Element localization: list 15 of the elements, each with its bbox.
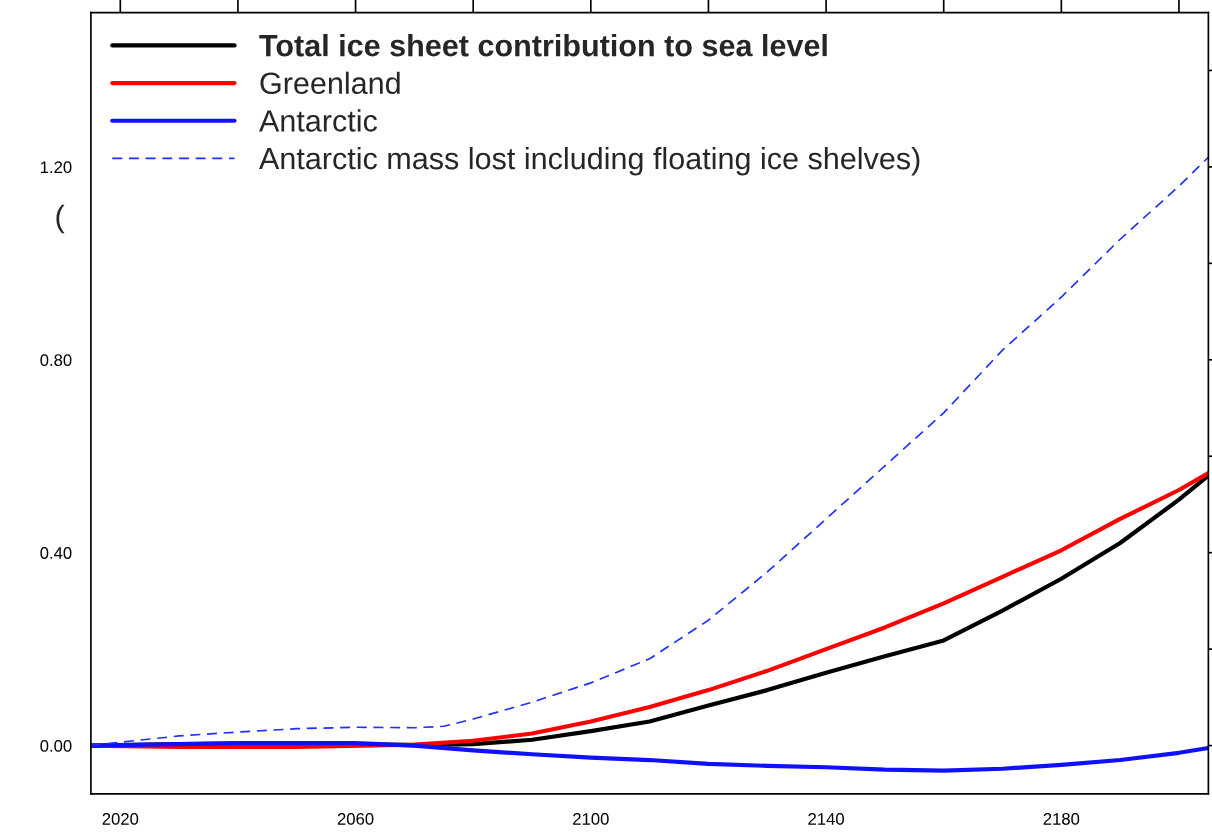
x-tick-label: 2060 <box>337 812 374 825</box>
x-tick-label: 2180 <box>1043 812 1080 825</box>
text: ( <box>56 204 65 234</box>
y-tick-label: 0.00 <box>40 739 72 752</box>
legend-label: Antarctic <box>259 109 378 132</box>
y-tick-label: 1.20 <box>40 161 72 174</box>
y-tick-label: 0.80 <box>40 354 72 366</box>
legend-label: Antarctic mass lost including floating ice shelves) <box>259 146 920 176</box>
x-tick-label: 2020 <box>102 812 139 825</box>
legend-label: Greenland <box>260 71 400 95</box>
y-tick-label: 0.40 <box>40 547 72 559</box>
x-tick-label: 2100 <box>573 812 609 825</box>
line-series <box>90 741 1209 773</box>
x-tick-label: 2140 <box>808 812 844 825</box>
legend-label: Total ice sheet contribution to sea level <box>259 33 827 57</box>
